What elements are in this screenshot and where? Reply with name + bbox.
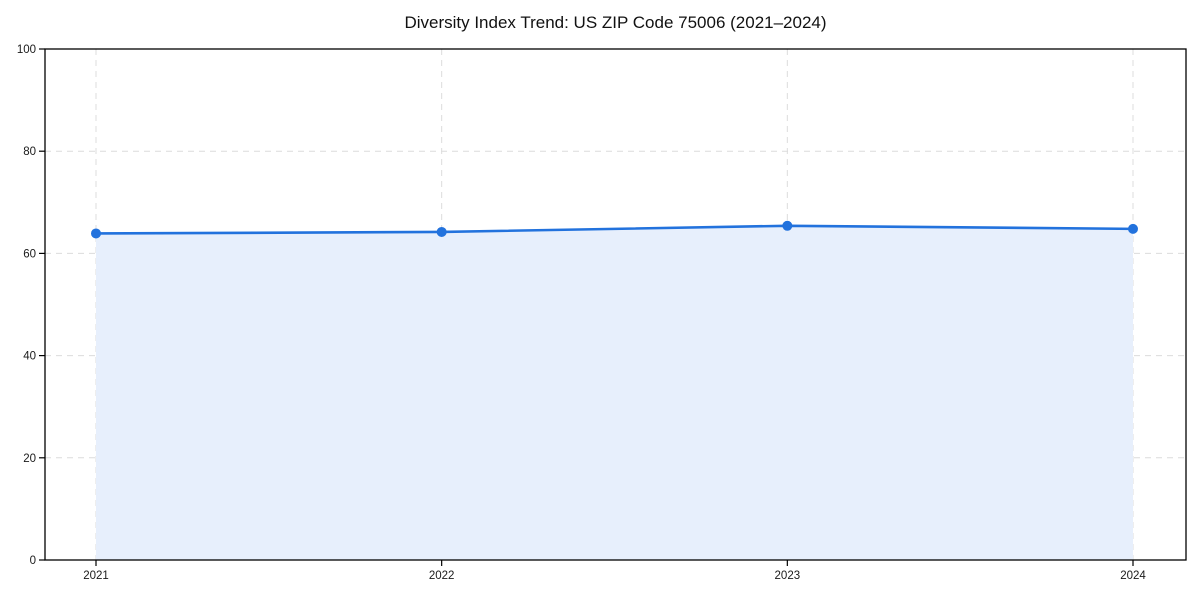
x-tick-label: 2023 (775, 570, 801, 582)
chart-title: Diversity Index Trend: US ZIP Code 75006… (404, 13, 827, 32)
y-tick-label: 40 (23, 351, 36, 363)
y-tick-label: 100 (17, 44, 36, 56)
x-tick-label: 2022 (429, 570, 455, 582)
y-tick-label: 80 (23, 146, 36, 158)
trend-line (94, 224, 1135, 235)
data-point (1128, 223, 1138, 234)
y-tick-label: 0 (30, 555, 36, 567)
y-tick-label: 20 (23, 453, 36, 465)
x-tick-label: 2021 (83, 570, 109, 582)
y-tick-label: 60 (23, 248, 36, 260)
data-point (782, 220, 793, 231)
data-point (91, 228, 101, 239)
data-point (436, 226, 447, 237)
plot-frame (44, 48, 1187, 561)
area-fill (96, 225, 1133, 560)
x-tick-label: 2024 (1120, 570, 1146, 582)
